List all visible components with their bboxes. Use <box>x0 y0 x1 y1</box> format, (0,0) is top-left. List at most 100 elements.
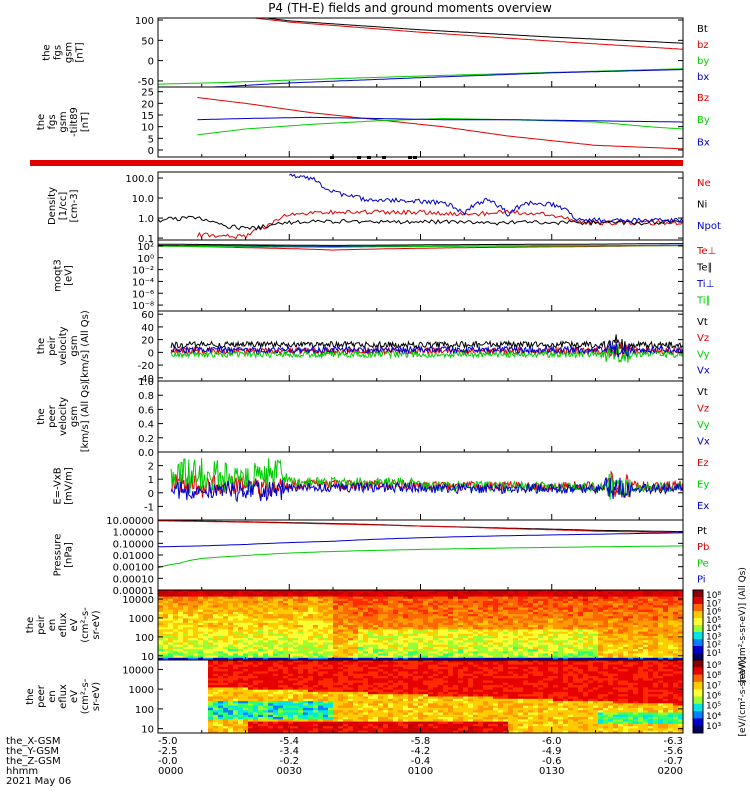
spectrogram-cell <box>193 616 199 620</box>
spectrogram-cell <box>398 635 404 639</box>
spectrogram-cell <box>333 651 339 655</box>
spectrogram-cell <box>218 592 224 595</box>
spectrogram-cell <box>198 592 204 595</box>
spectrogram-cell <box>228 689 234 693</box>
spectrogram-cell <box>518 655 524 659</box>
spectrogram-cell <box>293 600 299 604</box>
spectrogram-cell <box>278 607 284 611</box>
spectrogram-cell <box>643 590 649 593</box>
spectrogram-cell <box>263 618 269 622</box>
spectrogram-cell <box>348 707 354 711</box>
spectrogram-cell <box>193 638 199 641</box>
spectrogram-cell <box>603 596 609 600</box>
spectrogram-cell <box>333 611 339 615</box>
spectrogram-cell <box>328 646 334 650</box>
spectrogram-cell <box>373 644 379 648</box>
spectrogram-cell <box>278 638 284 641</box>
spectrogram-cell <box>258 678 264 682</box>
spectrogram-cell <box>288 614 294 617</box>
spectrogram-cell <box>373 691 379 695</box>
spectrogram-cell <box>553 633 559 637</box>
spectrogram-cell <box>278 616 284 620</box>
spectrogram-cell <box>273 721 279 725</box>
spectrogram-cell <box>223 671 229 675</box>
spectrogram-cell <box>433 657 439 660</box>
spectrogram-cell <box>478 605 484 609</box>
spectrogram-cell <box>178 622 184 626</box>
spectrogram-cell <box>503 629 509 633</box>
spectrogram-cell <box>328 728 334 732</box>
spectrogram-cell <box>178 614 184 617</box>
spectrogram-cell <box>258 598 264 602</box>
spectrogram-cell <box>263 657 269 660</box>
spectrogram-cell <box>518 653 524 657</box>
spectrogram-cell <box>303 607 309 611</box>
spectrogram-cell <box>368 651 374 655</box>
spectrogram-cell <box>193 622 199 626</box>
spectrogram-cell <box>498 651 504 655</box>
spectrogram-cell <box>323 607 329 611</box>
spectrogram-cell <box>303 703 309 707</box>
spectrogram-cell <box>563 590 569 593</box>
spectrogram-cell <box>488 596 494 600</box>
spectrogram-cell <box>358 723 364 727</box>
spectrogram-cell <box>418 609 424 613</box>
spectrogram-cell <box>233 726 239 730</box>
spectrogram-cell <box>328 703 334 707</box>
series-line-Bz <box>197 97 683 150</box>
spectrogram-cell <box>378 646 384 650</box>
y-axis-label-line: [nT] <box>80 112 91 132</box>
spectrogram-cell <box>368 603 374 606</box>
spectrogram-cell <box>453 631 459 635</box>
spectrogram-cell <box>393 685 399 688</box>
spectrogram-cell <box>343 721 349 725</box>
spectrogram-cell <box>288 694 294 698</box>
spectrogram-cell <box>333 625 339 628</box>
y-tick-label: 60 <box>141 310 154 321</box>
spectrogram-cell <box>473 625 479 628</box>
spectrogram-cell <box>203 603 209 606</box>
spectrogram-cell <box>538 655 544 659</box>
spectrogram-cell <box>618 594 624 598</box>
spectrogram-cell <box>488 655 494 659</box>
spectrogram-cell <box>643 638 649 641</box>
spectrogram-cell <box>363 669 369 672</box>
legend-label: Ne <box>697 178 711 189</box>
spectrogram-cell <box>433 627 439 630</box>
spectrogram-cell <box>358 707 364 711</box>
spectrogram-cell <box>218 717 224 720</box>
spectrogram-cell <box>168 644 174 648</box>
spectrogram-cell <box>288 611 294 615</box>
spectrogram-cell <box>638 598 644 602</box>
spectrogram-cell <box>553 605 559 609</box>
spectrogram-cell <box>163 618 169 622</box>
spectrogram-cell <box>608 611 614 615</box>
spectrogram-cell <box>408 627 414 630</box>
spectrogram-cell <box>553 642 559 646</box>
spectrogram-cell <box>473 603 479 606</box>
spectrogram-cell <box>208 673 214 677</box>
spectrogram-cell <box>648 627 654 630</box>
spectrogram-cell <box>203 605 209 609</box>
spectrogram-cell <box>423 592 429 595</box>
spectrogram-cell <box>313 605 319 609</box>
spectrogram-cell <box>473 657 479 660</box>
spectrogram-cell <box>388 680 394 684</box>
spectrogram-cell <box>208 669 214 672</box>
spectrogram-cell <box>208 655 214 659</box>
spectrogram-cell <box>643 592 649 595</box>
spectrogram-cell <box>583 611 589 615</box>
spectrogram-cell <box>438 611 444 615</box>
spectrogram-cell <box>338 726 344 730</box>
spectrogram-cell <box>618 600 624 604</box>
spectrogram-cell <box>258 712 264 716</box>
spectrogram-cell <box>543 651 549 655</box>
spectrogram-cell <box>663 620 669 624</box>
spectrogram-cell <box>238 660 244 663</box>
spectrogram-cell <box>198 625 204 628</box>
spectrogram-cell <box>323 649 329 652</box>
spectrogram-cell <box>443 600 449 604</box>
spectrogram-cell <box>293 707 299 711</box>
spectrogram-cell <box>343 671 349 675</box>
spectrogram-cell <box>288 633 294 637</box>
